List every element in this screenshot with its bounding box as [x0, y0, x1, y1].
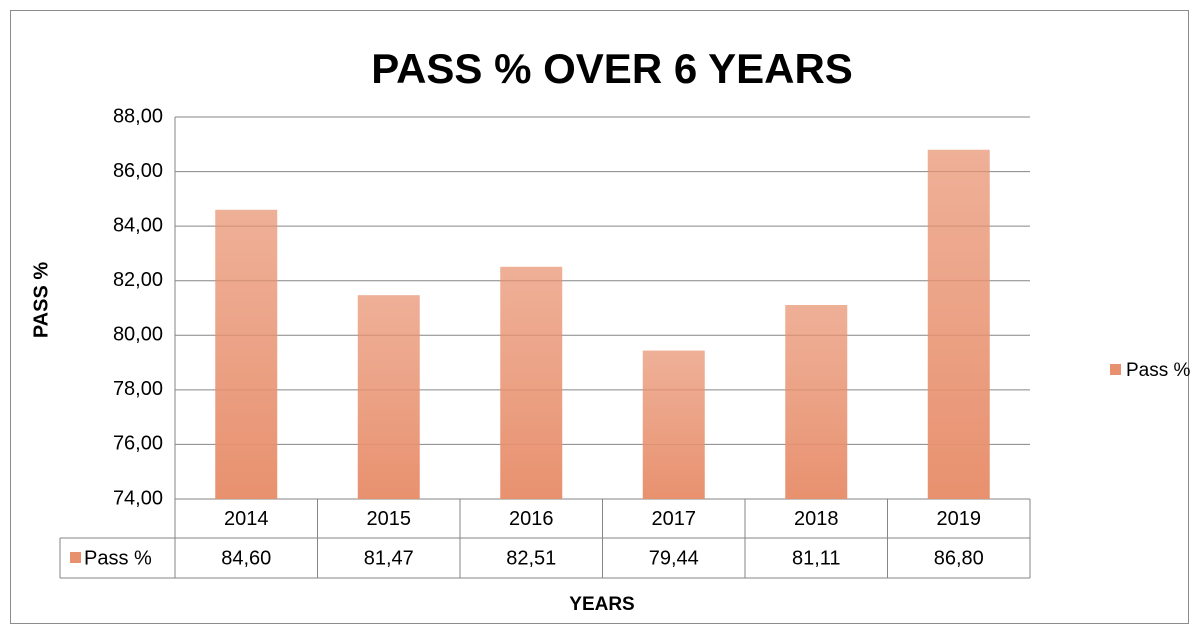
y-axis-label: PASS % [30, 262, 52, 339]
table-value: 79,44 [649, 547, 699, 569]
legend-key [1110, 364, 1121, 375]
x-tick-label: 2015 [367, 508, 412, 530]
bar [215, 209, 278, 499]
bar [500, 266, 563, 499]
table-series-name: Pass % [84, 547, 152, 569]
chart-title: PASS % OVER 6 YEARS [371, 45, 853, 92]
y-tick-label: 86,00 [113, 160, 163, 182]
table-value: 82,51 [506, 547, 556, 569]
legend-label: Pass % [1126, 360, 1191, 381]
y-tick-label: 80,00 [113, 324, 163, 346]
x-axis-label: YEARS [569, 594, 634, 615]
y-tick-label: 78,00 [113, 378, 163, 400]
table-value: 84,60 [221, 547, 271, 569]
bar [642, 350, 705, 499]
x-tick-label: 2019 [937, 508, 982, 530]
legend-key [70, 552, 81, 563]
x-tick-label: 2018 [794, 508, 839, 530]
y-tick-label: 84,00 [113, 214, 163, 236]
chart-border [10, 10, 1189, 624]
y-tick-label: 88,00 [113, 105, 163, 127]
x-tick-label: 2017 [652, 508, 697, 530]
table-value: 81,11 [792, 547, 841, 569]
x-tick-label: 2014 [224, 508, 269, 530]
y-tick-label: 82,00 [113, 269, 163, 291]
table-value: 86,80 [934, 547, 984, 569]
table-value: 81,47 [364, 547, 414, 569]
y-tick-label: 74,00 [113, 487, 163, 509]
bar [785, 304, 848, 499]
bar [927, 149, 990, 499]
x-tick-label: 2016 [509, 508, 554, 530]
y-tick-label: 76,00 [113, 433, 163, 455]
bar [357, 295, 420, 499]
